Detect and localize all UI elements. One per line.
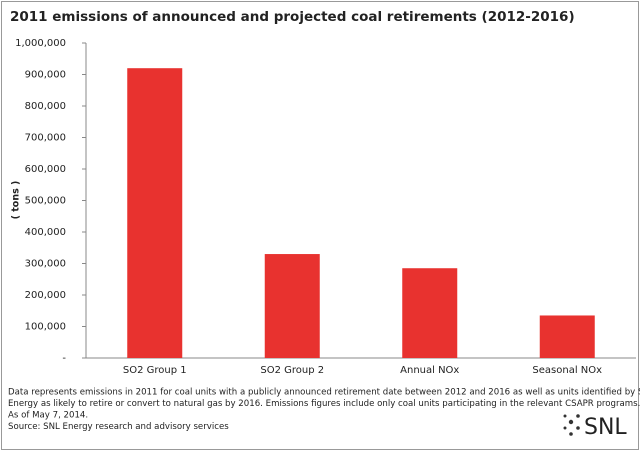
footnote: Data represents emissions in 2011 for co… — [8, 388, 640, 398]
x-tick-label: Annual NOx — [400, 365, 459, 376]
footnote: As of May 7, 2014. — [8, 411, 88, 421]
bar — [264, 254, 320, 358]
bar — [539, 315, 595, 358]
x-tick-label: SO2 Group 1 — [123, 365, 187, 376]
bar — [402, 268, 458, 358]
logo: SNL — [563, 414, 627, 440]
x-tick-label: SO2 Group 2 — [260, 365, 324, 376]
y-tick-label: 900,000 — [25, 70, 66, 81]
y-tick-label: 200,000 — [25, 290, 66, 301]
y-tick-label: 1,000,000 — [15, 38, 66, 49]
y-tick-label: 500,000 — [25, 196, 66, 207]
footnote: Energy as likely to retire or convert to… — [8, 399, 640, 409]
y-tick-label: 600,000 — [25, 164, 66, 175]
y-tick-label: 300,000 — [25, 259, 66, 270]
y-tick-label: 100,000 — [25, 322, 66, 333]
chart-title: 2011 emissions of announced and projecte… — [10, 9, 575, 25]
x-tick-label: Seasonal NOx — [532, 365, 602, 376]
y-tick-label: 800,000 — [25, 101, 66, 112]
y-axis-label: ( tons ) — [11, 181, 22, 220]
y-tick-label: 700,000 — [25, 133, 66, 144]
y-tick-label: - — [62, 353, 66, 364]
y-tick-label: 400,000 — [25, 227, 66, 238]
footnote: Source: SNL Energy research and advisory… — [8, 422, 229, 432]
logo-text: SNL — [584, 415, 627, 440]
bar — [127, 68, 183, 358]
